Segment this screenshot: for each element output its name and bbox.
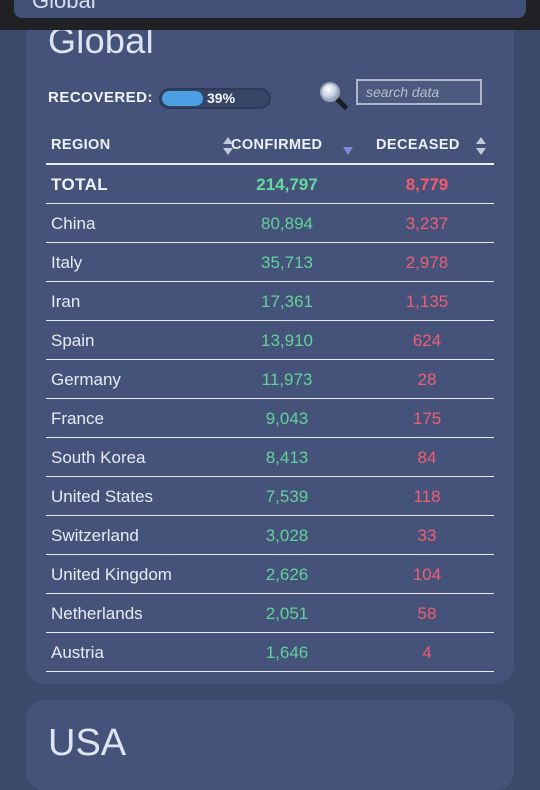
- recovered-progress-bar: 39%: [159, 88, 271, 109]
- confirmed-cell: 1,646: [265, 643, 309, 662]
- usa-card: USA: [26, 700, 514, 790]
- table-row: United States 7,539 118: [46, 477, 494, 516]
- region-cell: Austria: [51, 643, 104, 662]
- search-icon[interactable]: [318, 80, 348, 110]
- deceased-cell: 84: [417, 448, 437, 467]
- table-row: Switzerland 3,028 33: [46, 516, 494, 555]
- deceased-cell: 104: [412, 565, 442, 584]
- table-row: Germany 11,973 28: [46, 360, 494, 399]
- table-row: United Kingdom 2,626 104: [46, 555, 494, 594]
- column-header-deceased[interactable]: DECEASED: [376, 137, 460, 153]
- region-cell: France: [51, 409, 104, 428]
- total-label: TOTAL: [51, 175, 109, 194]
- region-cell: Spain: [51, 331, 95, 350]
- confirmed-cell: 11,973: [261, 370, 313, 389]
- confirmed-cell: 2,626: [265, 565, 309, 584]
- deceased-cell: 118: [413, 487, 441, 506]
- region-cell: Italy: [51, 253, 83, 272]
- confirmed-cell: 7,539: [265, 487, 309, 506]
- search-input[interactable]: [356, 79, 482, 105]
- data-table: REGION CONFIRMED DECEASED TOTAL 214,797 …: [46, 124, 494, 672]
- region-cell: United Kingdom: [51, 565, 172, 584]
- sort-up-down-icon[interactable]: [222, 136, 234, 156]
- total-confirmed: 214,797: [256, 175, 318, 194]
- confirmed-cell: 8,413: [265, 448, 309, 467]
- table-row: Austria 1,646 4: [46, 633, 494, 672]
- confirmed-cell: 80,894: [261, 214, 313, 233]
- column-header-region[interactable]: REGION: [51, 137, 111, 153]
- deceased-cell: 624: [412, 331, 442, 350]
- recovered-label: RECOVERED:: [48, 89, 154, 106]
- region-cell: South Korea: [51, 448, 146, 467]
- total-deceased: 8,779: [405, 175, 449, 194]
- confirmed-cell: 13,910: [261, 331, 313, 350]
- usa-title: USA: [48, 722, 127, 764]
- deceased-cell: 58: [417, 604, 437, 623]
- sort-up-down-icon[interactable]: [475, 136, 487, 156]
- previous-card-header: Global: [14, 0, 526, 18]
- deceased-cell: 175: [412, 409, 442, 428]
- table-row: France 9,043 175: [46, 399, 494, 438]
- confirmed-cell: 2,051: [265, 604, 309, 623]
- table-row: South Korea 8,413 84: [46, 438, 494, 477]
- deceased-cell: 33: [417, 526, 437, 545]
- sort-down-icon[interactable]: [342, 147, 354, 155]
- table-header: REGION CONFIRMED DECEASED: [46, 124, 494, 165]
- confirmed-cell: 17,361: [261, 292, 313, 311]
- region-cell: Iran: [51, 292, 81, 311]
- confirmed-cell: 35,713: [261, 253, 313, 272]
- table-row: Italy 35,713 2,978: [46, 243, 494, 282]
- confirmed-cell: 9,043: [265, 409, 309, 428]
- deceased-cell: 1,135: [405, 292, 449, 311]
- region-cell: Germany: [51, 370, 121, 389]
- deceased-cell: 28: [417, 370, 437, 389]
- deceased-cell: 2,978: [405, 253, 449, 272]
- column-header-confirmed[interactable]: CONFIRMED: [231, 137, 323, 153]
- region-cell: United States: [51, 487, 154, 506]
- recovered-percent: 39%: [207, 90, 236, 106]
- region-cell: Switzerland: [51, 526, 139, 545]
- region-cell: China: [51, 214, 96, 233]
- table-row: China 80,894 3,237: [46, 204, 494, 243]
- deceased-cell: 3,237: [405, 214, 449, 233]
- controls-row: RECOVERED: 39%: [48, 79, 498, 116]
- table-row-total: TOTAL 214,797 8,779: [46, 165, 494, 204]
- region-cell: Netherlands: [51, 604, 143, 623]
- deceased-cell: 4: [422, 643, 432, 662]
- previous-card-title: Global: [32, 0, 96, 13]
- top-bar: Global: [0, 0, 540, 30]
- global-card: Global RECOVERED: 39% REG: [26, 30, 514, 684]
- table-row: Netherlands 2,051 58: [46, 594, 494, 633]
- confirmed-cell: 3,028: [265, 526, 309, 545]
- table-row: Spain 13,910 624: [46, 321, 494, 360]
- recovered-progress-fill: [162, 91, 203, 106]
- table-row: Iran 17,361 1,135: [46, 282, 494, 321]
- global-title: Global: [48, 30, 154, 61]
